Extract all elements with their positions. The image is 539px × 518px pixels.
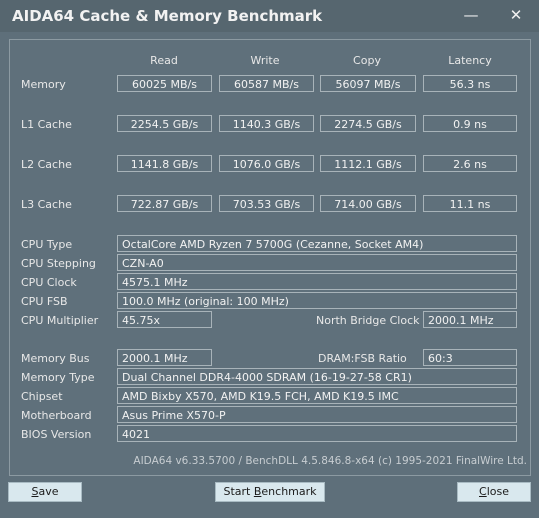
cpu-fsb-label: CPU FSB bbox=[21, 295, 68, 308]
bios-version-value: 4021 bbox=[117, 425, 517, 442]
close-button-accel: C bbox=[479, 485, 487, 498]
l1-copy-value: 2274.5 GB/s bbox=[320, 115, 416, 132]
row-label-l1: L1 Cache bbox=[21, 118, 72, 131]
close-button-label: lose bbox=[486, 485, 509, 498]
l3-read-value: 722.87 GB/s bbox=[117, 195, 212, 212]
motherboard-label: Motherboard bbox=[21, 409, 92, 422]
l2-latency-value: 2.6 ns bbox=[423, 155, 517, 172]
close-button[interactable]: Close bbox=[457, 482, 531, 502]
dram-fsb-ratio-value: 60:3 bbox=[423, 349, 517, 366]
save-button-accel: S bbox=[31, 485, 39, 498]
title-bar[interactable]: AIDA64 Cache & Memory Benchmark — ✕ bbox=[0, 0, 539, 32]
l1-write-value: 1140.3 GB/s bbox=[219, 115, 314, 132]
minimize-icon[interactable]: — bbox=[463, 6, 479, 24]
window-title: AIDA64 Cache & Memory Benchmark bbox=[12, 7, 323, 25]
north-bridge-clock-label: North Bridge Clock bbox=[316, 314, 420, 327]
dram-fsb-ratio-label: DRAM:FSB Ratio bbox=[318, 352, 407, 365]
bios-version-label: BIOS Version bbox=[21, 428, 92, 441]
l1-latency-value: 0.9 ns bbox=[423, 115, 517, 132]
memory-read-value: 60025 MB/s bbox=[117, 75, 212, 92]
cpu-stepping-label: CPU Stepping bbox=[21, 257, 96, 270]
cpu-clock-value: 4575.1 MHz bbox=[117, 273, 517, 290]
cpu-multiplier-value: 45.75x bbox=[117, 311, 212, 328]
save-button[interactable]: Save bbox=[8, 482, 82, 502]
memory-bus-value: 2000.1 MHz bbox=[117, 349, 212, 366]
l2-read-value: 1141.8 GB/s bbox=[117, 155, 212, 172]
close-icon[interactable]: ✕ bbox=[509, 6, 523, 24]
l3-latency-value: 11.1 ns bbox=[423, 195, 517, 212]
memory-copy-value: 56097 MB/s bbox=[320, 75, 416, 92]
start-benchmark-button[interactable]: Start Benchmark bbox=[215, 482, 325, 502]
l2-write-value: 1076.0 GB/s bbox=[219, 155, 314, 172]
row-label-l2: L2 Cache bbox=[21, 158, 72, 171]
header-copy: Copy bbox=[353, 54, 381, 67]
row-label-memory: Memory bbox=[21, 78, 66, 91]
chipset-value: AMD Bixby X570, AMD K19.5 FCH, AMD K19.5… bbox=[117, 387, 517, 404]
memory-latency-value: 56.3 ns bbox=[423, 75, 517, 92]
l2-copy-value: 1112.1 GB/s bbox=[320, 155, 416, 172]
memory-type-label: Memory Type bbox=[21, 371, 95, 384]
memory-bus-label: Memory Bus bbox=[21, 352, 90, 365]
cpu-multiplier-label: CPU Multiplier bbox=[21, 314, 99, 327]
north-bridge-clock-value: 2000.1 MHz bbox=[423, 311, 517, 328]
version-footer: AIDA64 v6.33.5700 / BenchDLL 4.5.846.8-x… bbox=[133, 455, 527, 467]
cpu-fsb-value: 100.0 MHz (original: 100 MHz) bbox=[117, 292, 517, 309]
row-label-l3: L3 Cache bbox=[21, 198, 72, 211]
motherboard-value: Asus Prime X570-P bbox=[117, 406, 517, 423]
header-write: Write bbox=[250, 54, 280, 67]
chipset-label: Chipset bbox=[21, 390, 63, 403]
l1-read-value: 2254.5 GB/s bbox=[117, 115, 212, 132]
header-latency: Latency bbox=[448, 54, 492, 67]
l3-copy-value: 714.00 GB/s bbox=[320, 195, 416, 212]
start-benchmark-accel: B bbox=[253, 485, 262, 498]
start-benchmark-label-pre: Start bbox=[223, 485, 254, 498]
cpu-clock-label: CPU Clock bbox=[21, 276, 77, 289]
cpu-type-value: OctalCore AMD Ryzen 7 5700G (Cezanne, So… bbox=[117, 235, 517, 252]
memory-write-value: 60587 MB/s bbox=[219, 75, 314, 92]
cpu-type-label: CPU Type bbox=[21, 238, 73, 251]
save-button-label: ave bbox=[38, 485, 59, 498]
l3-write-value: 703.53 GB/s bbox=[219, 195, 314, 212]
header-read: Read bbox=[150, 54, 178, 67]
cpu-stepping-value: CZN-A0 bbox=[117, 254, 517, 271]
memory-type-value: Dual Channel DDR4-4000 SDRAM (16-19-27-5… bbox=[117, 368, 517, 385]
start-benchmark-label-rest: enchmark bbox=[261, 485, 317, 498]
